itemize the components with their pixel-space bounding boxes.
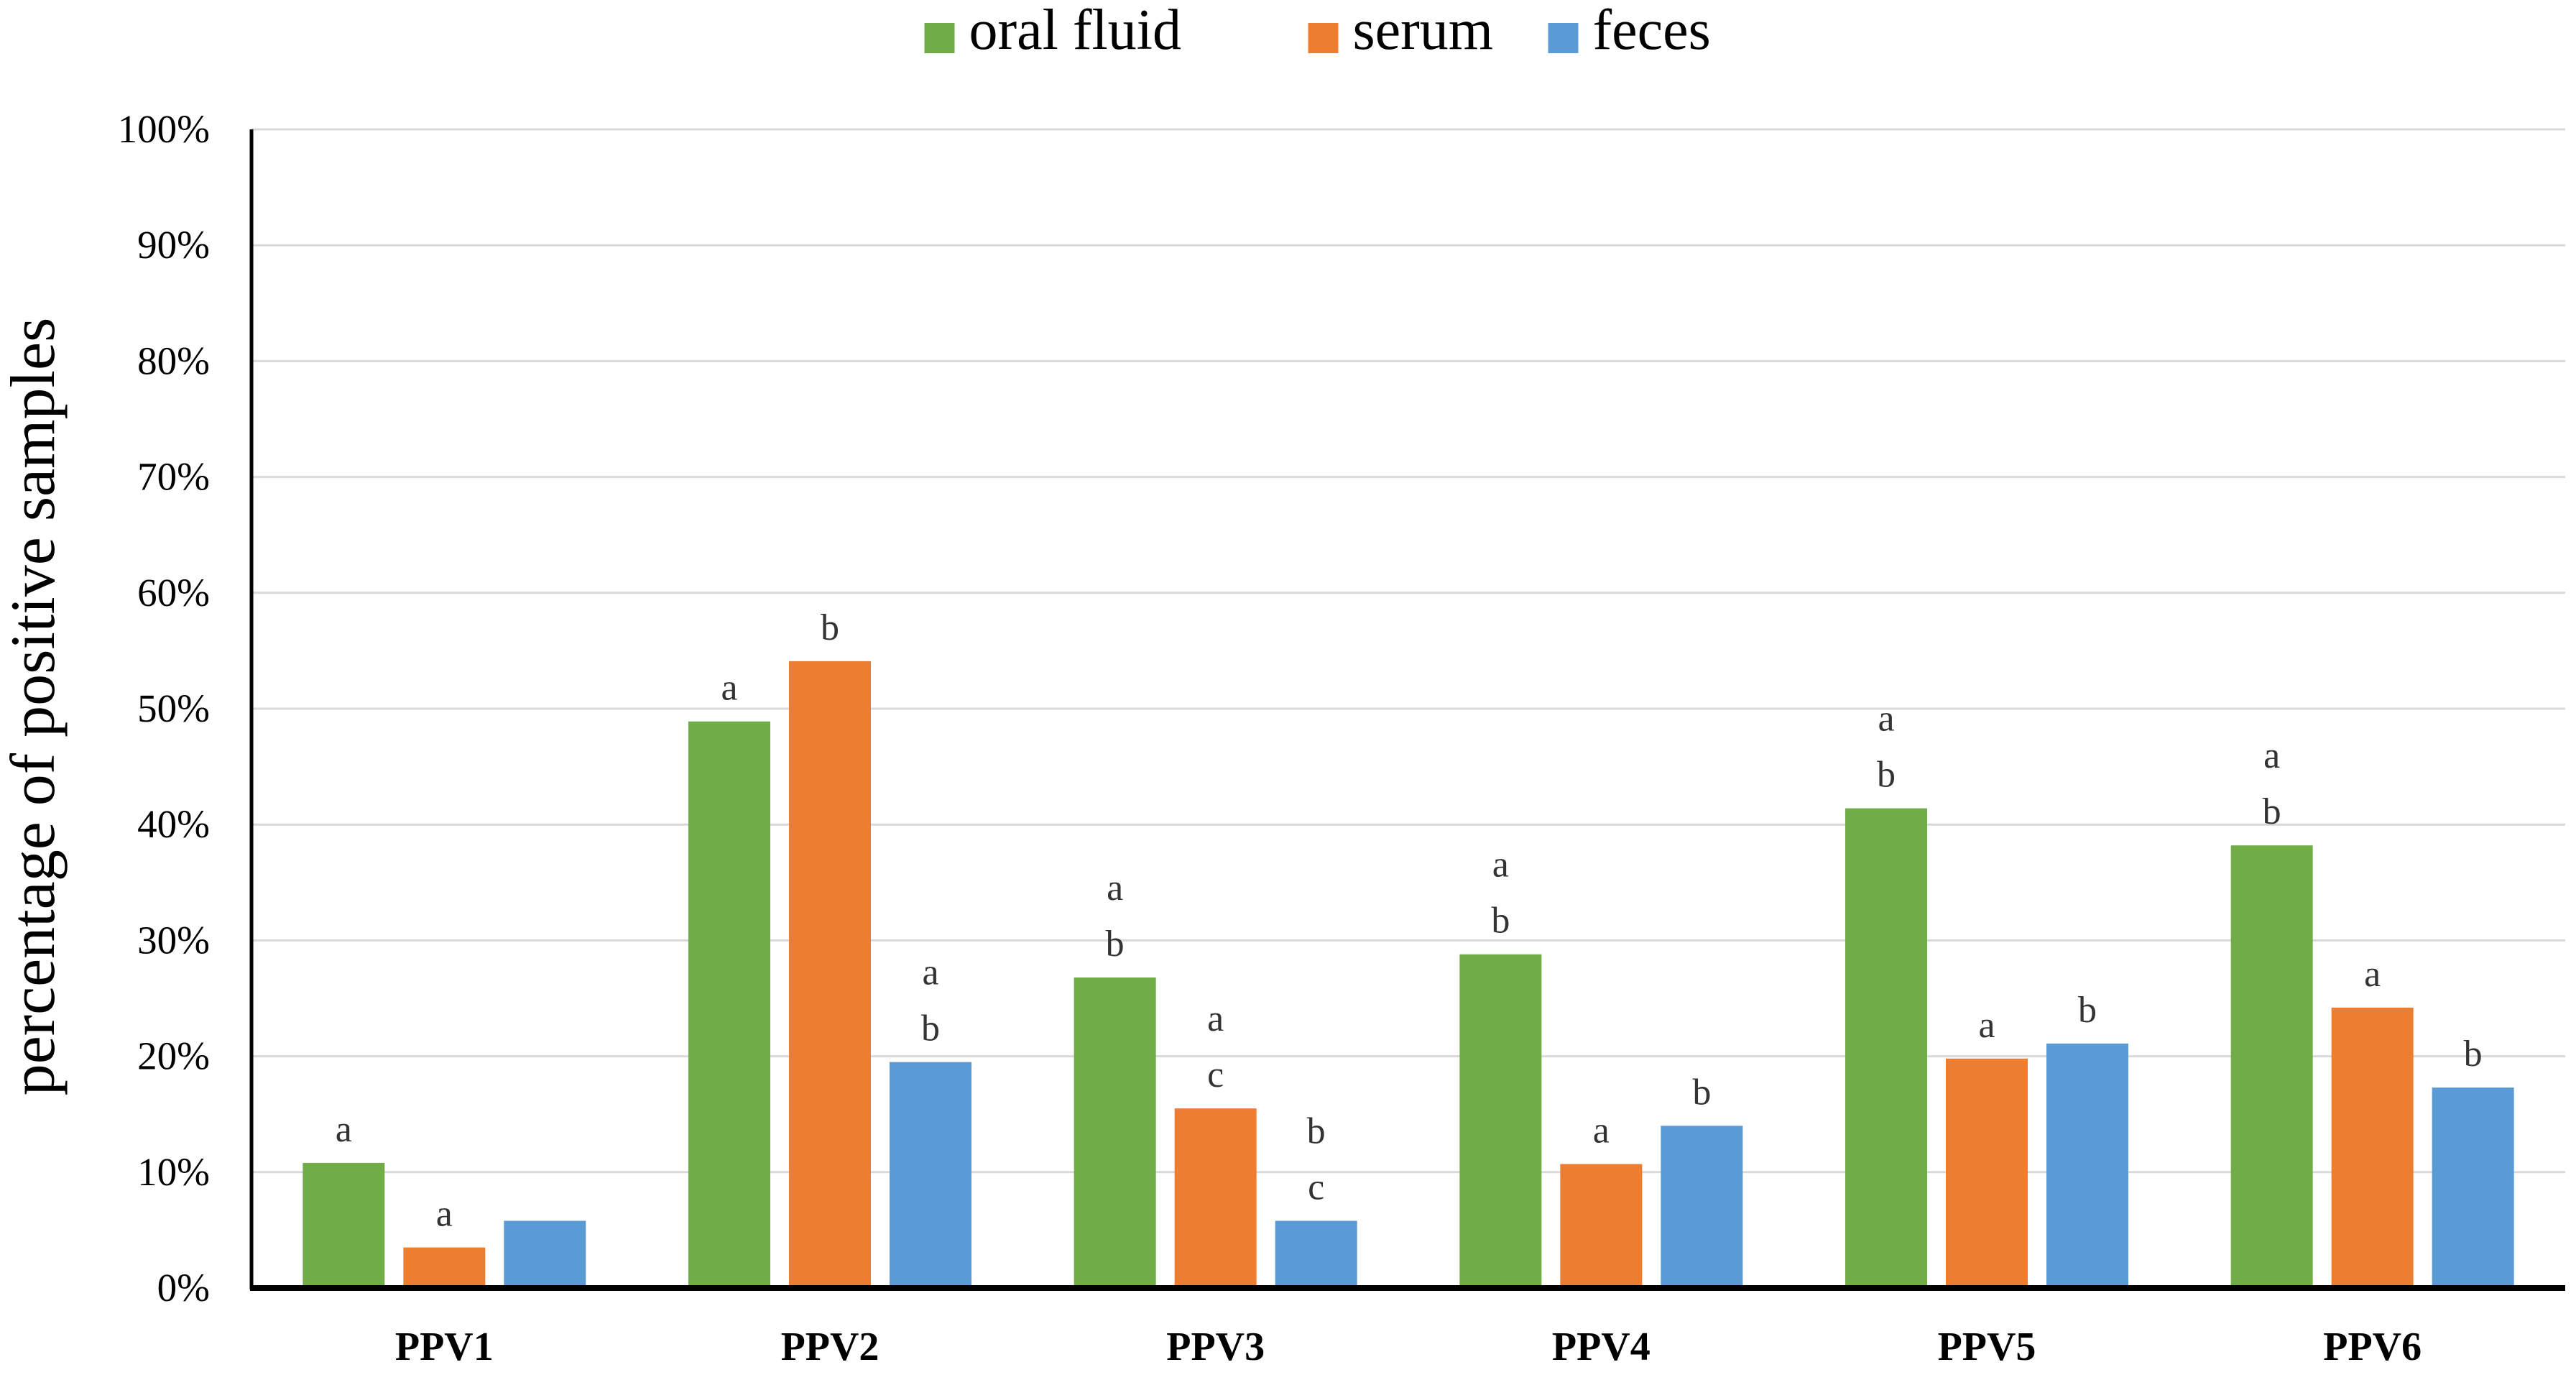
y-tick-label: 10%	[137, 1150, 210, 1194]
bar-serum-ppv3	[1174, 1108, 1257, 1288]
legend-swatch-serum	[1308, 23, 1339, 53]
y-tick-label: 80%	[137, 339, 210, 382]
significance-label: b	[2263, 791, 2281, 832]
x-tick-label: PPV1	[395, 1325, 494, 1369]
bar-feces-ppv6	[2432, 1087, 2514, 1288]
labels: 0% 10% 20% 30% 40% 50% 60% 70% 80% 90% 100% a a PPV1 a…	[118, 107, 2483, 1369]
y-tick-label: 0%	[157, 1266, 210, 1310]
significance-label: c	[1207, 1054, 1224, 1095]
bar-oral-fluid-ppv6	[2230, 845, 2313, 1288]
axes	[249, 129, 2565, 1291]
bar-feces-ppv2	[890, 1062, 971, 1288]
bar-serum-ppv5	[1946, 1058, 2028, 1288]
y-tick-label: 40%	[137, 802, 210, 846]
legend-label-feces: feces	[1593, 0, 1711, 62]
bar-oral-fluid-ppv4	[1459, 954, 1542, 1288]
significance-label: a	[1593, 1110, 1610, 1151]
significance-label: a	[2364, 954, 2381, 995]
x-tick-label: PPV4	[1552, 1325, 1651, 1369]
significance-label: a	[336, 1109, 352, 1150]
significance-label: b	[2464, 1034, 2483, 1075]
bars	[303, 661, 2514, 1288]
significance-label: a	[436, 1194, 453, 1235]
legend: oral fluid serum feces	[924, 0, 1711, 62]
bar-serum-ppv1	[403, 1247, 486, 1288]
gridlines	[251, 128, 2565, 1174]
significance-label: a	[1878, 699, 1894, 740]
significance-label: b	[1307, 1111, 1326, 1152]
bar-serum-ppv6	[2331, 1007, 2414, 1288]
bar-oral-fluid-ppv2	[688, 721, 770, 1288]
bar-feces-ppv1	[504, 1220, 586, 1288]
y-tick-label: 20%	[137, 1034, 210, 1078]
bar-feces-ppv4	[1661, 1126, 1743, 1288]
significance-label: a	[2263, 735, 2280, 776]
bar-feces-ppv5	[2046, 1043, 2128, 1288]
y-axis-title: percentage of positive samples	[0, 318, 68, 1096]
significance-label: a	[1978, 1005, 1995, 1046]
legend-swatch-feces	[1548, 23, 1579, 53]
x-tick-label: PPV3	[1166, 1325, 1265, 1369]
x-tick-label: PPV6	[2323, 1325, 2422, 1369]
significance-label: b	[1106, 924, 1125, 965]
legend-label-serum: serum	[1353, 0, 1494, 62]
legend-label-oral-fluid: oral fluid	[969, 0, 1181, 62]
bar-feces-ppv3	[1275, 1220, 1357, 1288]
significance-label: a	[1107, 868, 1123, 908]
y-tick-label: 50%	[137, 686, 210, 730]
y-tick-label: 90%	[137, 223, 210, 267]
x-tick-label: PPV2	[781, 1325, 880, 1369]
significance-label: a	[1207, 998, 1224, 1039]
significance-label: b	[1491, 901, 1510, 942]
significance-label: b	[921, 1008, 940, 1049]
legend-swatch-oral-fluid	[924, 23, 955, 53]
bar-serum-ppv2	[789, 661, 871, 1288]
significance-label: a	[721, 668, 737, 709]
significance-label: c	[1308, 1167, 1324, 1208]
significance-label: b	[1877, 755, 1896, 796]
significance-label: a	[1492, 845, 1509, 886]
significance-label: a	[922, 952, 938, 993]
x-tick-label: PPV5	[1938, 1325, 2036, 1369]
y-tick-label: 30%	[137, 918, 210, 962]
significance-label: b	[1692, 1072, 1711, 1113]
bar-serum-ppv4	[1560, 1164, 1643, 1288]
bar-oral-fluid-ppv3	[1074, 977, 1156, 1288]
y-tick-label: 60%	[137, 571, 210, 615]
significance-label: b	[2078, 990, 2097, 1031]
y-tick-label: 100%	[118, 107, 210, 151]
bar-oral-fluid-ppv5	[1845, 808, 1927, 1288]
significance-label: b	[821, 607, 839, 648]
y-tick-label: 70%	[137, 455, 210, 499]
bar-oral-fluid-ppv1	[303, 1162, 385, 1288]
